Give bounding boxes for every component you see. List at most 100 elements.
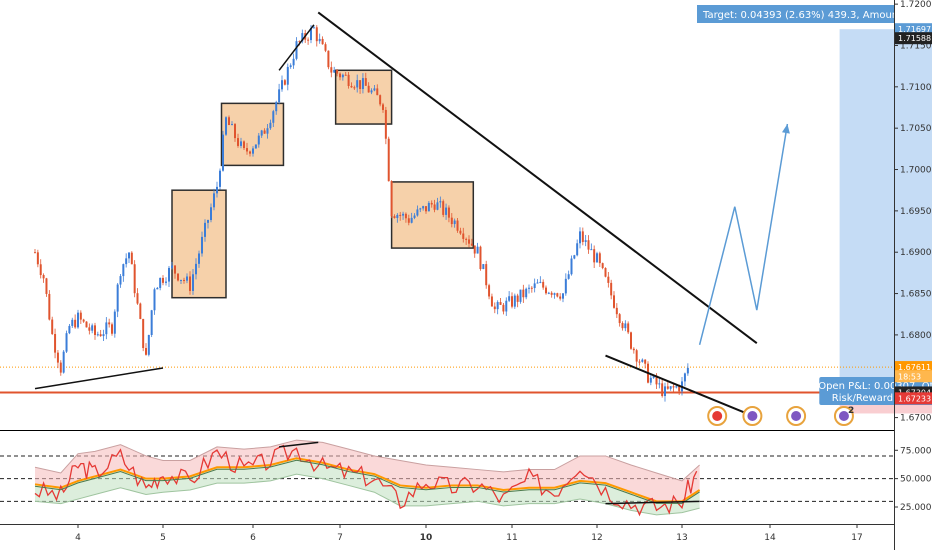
candle-body <box>122 264 125 277</box>
candle-body <box>289 65 292 67</box>
profit-zone[interactable] <box>839 29 932 393</box>
candle-body <box>482 264 485 270</box>
candle-body <box>465 238 468 240</box>
candle-body <box>553 293 556 295</box>
candle-body <box>672 386 675 388</box>
candle-body <box>618 314 621 324</box>
price-tag <box>895 23 932 36</box>
price-tick-label: 1.69000 <box>900 248 932 258</box>
candle-body <box>333 69 336 73</box>
candle-body <box>550 292 553 295</box>
candle-body <box>45 278 48 294</box>
price-tag <box>895 32 932 45</box>
peak-trend-line[interactable] <box>278 24 315 71</box>
candle-body <box>99 334 102 337</box>
price-tag <box>895 392 932 405</box>
candle-body <box>228 117 230 126</box>
trend-lines-layer <box>34 11 758 419</box>
candle-body <box>142 318 145 349</box>
candle-body <box>283 80 286 85</box>
target-label-text: Target: 0.04393 (2.63%) 439.3, Amount: 4 <box>702 10 915 21</box>
candle-body <box>453 220 456 225</box>
price-tag-label: 1.67233 <box>898 394 931 403</box>
candle-body <box>649 377 652 383</box>
candle-body <box>499 302 502 305</box>
candle-body <box>396 214 399 219</box>
candle-body <box>416 209 419 216</box>
resistance-trend-line[interactable] <box>317 11 758 344</box>
candle-body <box>607 276 610 283</box>
candle-body <box>321 38 324 45</box>
candle-body <box>195 263 197 275</box>
candle-body <box>367 85 370 93</box>
lower-trend-line[interactable] <box>605 354 758 419</box>
candle-body <box>94 325 96 335</box>
candle-body <box>422 206 425 209</box>
candle-body <box>516 295 519 302</box>
candle-body <box>59 362 62 373</box>
price-tick-label: 1.67000 <box>900 414 932 424</box>
candle-body <box>632 348 635 351</box>
signal-line <box>34 459 700 504</box>
candle-body <box>125 258 128 265</box>
indicator-trend-line[interactable] <box>605 500 700 505</box>
indicator-peak-line[interactable] <box>279 441 319 448</box>
candle-body <box>579 231 581 244</box>
candle-body <box>341 74 344 78</box>
rsi-line <box>34 444 698 517</box>
candle-body <box>174 265 176 274</box>
candle-body <box>652 375 655 378</box>
price-tick-label: 1.72000 <box>900 0 932 10</box>
price-tag-label: 1.71697 <box>898 25 931 34</box>
candle-body <box>496 302 499 310</box>
candle-body <box>254 144 257 149</box>
candle-body <box>598 253 601 264</box>
candle-body <box>581 231 584 242</box>
projection-arrow-head <box>781 124 790 134</box>
candle-body <box>339 73 341 78</box>
candle-body <box>379 95 382 105</box>
candle-body <box>128 252 130 259</box>
candle-body <box>450 217 453 225</box>
candle-body <box>447 207 450 218</box>
candle-body <box>387 138 390 182</box>
candle-body <box>344 74 347 76</box>
support-trend-line[interactable] <box>34 367 164 390</box>
candle-body <box>51 319 54 335</box>
candle-body <box>576 243 579 256</box>
consolidation-box[interactable] <box>171 189 227 299</box>
indicator-tick-label: 25.0000 <box>900 503 932 513</box>
projection-path[interactable] <box>698 123 789 346</box>
candle-body <box>91 325 94 331</box>
candle-body <box>530 287 533 289</box>
candle-body <box>307 39 310 41</box>
candle-body <box>666 386 669 389</box>
candle-body <box>476 246 479 254</box>
events-layer: 2 <box>707 406 854 426</box>
candle-body <box>522 289 525 298</box>
candle-body <box>376 88 379 96</box>
candle-body <box>74 319 77 328</box>
candle-body <box>150 310 153 335</box>
candle-body <box>590 249 593 251</box>
candle-body <box>113 311 116 334</box>
time-tick-label: 11 <box>506 533 517 543</box>
candle-body <box>525 288 528 298</box>
candle-body <box>556 293 559 297</box>
time-axis[interactable]: 4 5 6 7 10 11 12 13 14 17 <box>75 524 863 543</box>
candle-body <box>427 202 430 212</box>
candle-body <box>153 289 156 311</box>
candle-body <box>116 284 119 312</box>
time-tick-label: 4 <box>75 533 81 543</box>
time-tick-label: 12 <box>591 533 602 543</box>
candle-body <box>442 201 445 215</box>
pnl-label-line2: Risk/Reward Ratio: 4.64 <box>832 393 932 404</box>
candle-body <box>327 50 330 68</box>
price-tag <box>895 361 932 374</box>
candle-body <box>88 327 91 331</box>
candle-body <box>433 204 436 210</box>
candle-body <box>225 117 227 135</box>
flag-icon <box>838 411 849 421</box>
